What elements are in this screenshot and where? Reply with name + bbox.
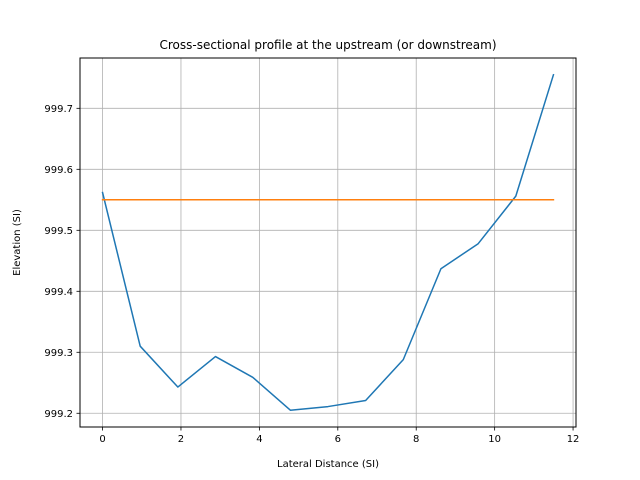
- x-tick-label: 8: [413, 434, 419, 445]
- y-tick-label: 999.2: [44, 409, 73, 420]
- x-tick-label: 2: [178, 434, 184, 445]
- x-tick-label: 10: [488, 434, 501, 445]
- x-axis-label: Lateral Distance (SI): [277, 459, 379, 470]
- x-tick-label: 4: [256, 434, 262, 445]
- y-tick-label: 999.3: [44, 348, 73, 359]
- y-tick-label: 999.5: [44, 226, 73, 237]
- y-tick-label: 999.6: [44, 165, 73, 176]
- chart-title: Cross-sectional profile at the upstream …: [159, 38, 496, 52]
- grid: [80, 58, 576, 427]
- y-axis: 999.2 999.3 999.4 999.5 999.6 999.7: [44, 104, 80, 420]
- x-tick-label: 6: [335, 434, 341, 445]
- y-axis-label: Elevation (SI): [12, 209, 23, 276]
- plot-frame: [79, 57, 577, 428]
- series-line-1: [101, 73, 555, 411]
- series-group: [101, 73, 555, 411]
- y-tick-label: 999.4: [44, 287, 73, 298]
- y-tick-label: 999.7: [44, 104, 73, 115]
- x-axis: 0 2 4 6 8 10 12: [99, 427, 579, 445]
- x-tick-label: 0: [99, 434, 105, 445]
- x-tick-label: 12: [567, 434, 580, 445]
